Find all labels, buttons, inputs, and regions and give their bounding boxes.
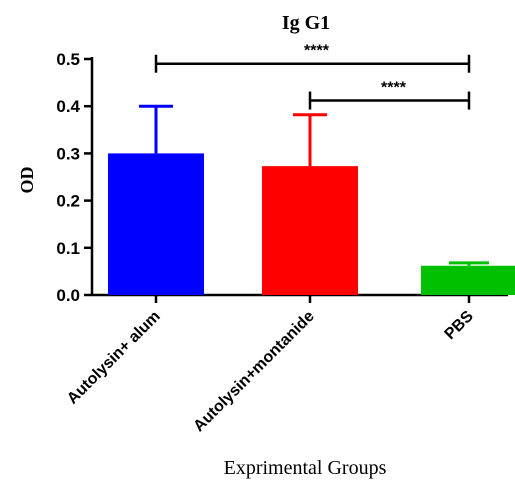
x-axis-label: Exprimental Groups bbox=[224, 457, 387, 479]
y-tick-label: 0.3 bbox=[56, 144, 80, 163]
chart-title: Ig G1 bbox=[282, 12, 330, 34]
significance-label: **** bbox=[304, 43, 330, 60]
y-tick-label: 0.4 bbox=[56, 97, 80, 116]
y-tick-label: 0.0 bbox=[56, 286, 80, 305]
plot-area: 0.0 0.1 0.2 0.3 0.4 0.5 Autolysin+ alum Autolys… bbox=[56, 43, 515, 435]
bar bbox=[262, 166, 358, 295]
x-tick-label: Autolysin+montanide bbox=[190, 308, 317, 435]
bar bbox=[108, 153, 204, 295]
y-axis-label: OD bbox=[17, 166, 37, 193]
bar bbox=[421, 265, 515, 295]
x-tick-label: PBS bbox=[442, 308, 478, 344]
y-tick-label: 0.5 bbox=[56, 50, 80, 69]
y-tick-label: 0.2 bbox=[56, 192, 80, 211]
significance-label: **** bbox=[381, 80, 407, 97]
y-tick-label: 0.1 bbox=[56, 239, 80, 258]
x-tick-label: Autolysin+ alum bbox=[64, 308, 164, 408]
